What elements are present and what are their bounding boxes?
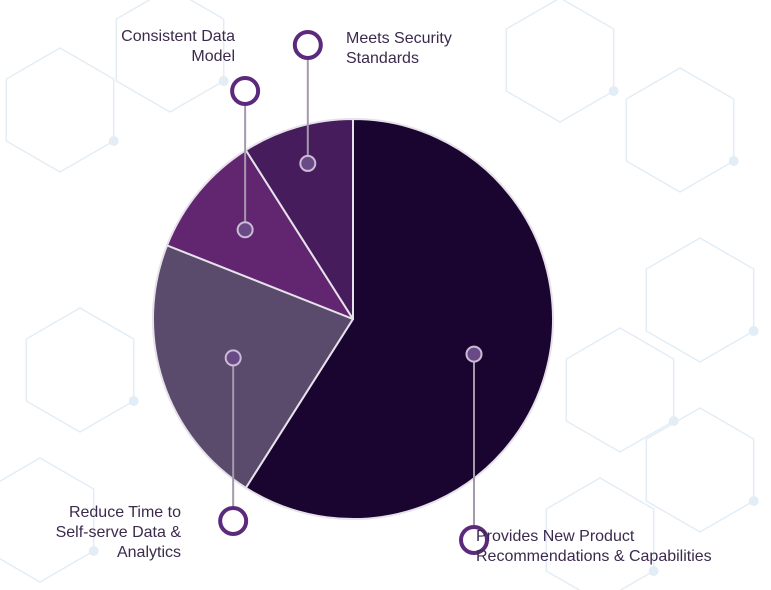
label-meets-security: Meets Security Standards xyxy=(346,30,452,67)
background-hexagon xyxy=(545,477,655,590)
background-hexagon xyxy=(505,0,615,123)
background-node xyxy=(728,156,739,166)
callout-dot-consistent-data-model xyxy=(236,221,254,239)
background-node xyxy=(648,566,659,576)
background-hexagon xyxy=(5,47,115,173)
label-provides-new-product: Provides New Product Recommendations & C… xyxy=(476,528,712,565)
background-node xyxy=(218,76,229,86)
background-node xyxy=(608,86,619,96)
background-hexagon xyxy=(115,0,225,113)
background-node xyxy=(128,396,139,406)
callout-ring-reduce-time xyxy=(218,506,249,536)
background-hexagon xyxy=(645,407,755,533)
background-hexagon xyxy=(0,457,95,583)
callout-ring-consistent-data-model xyxy=(230,76,261,106)
background-node xyxy=(108,136,119,146)
background-hexagon xyxy=(25,307,135,433)
background-hexagon xyxy=(625,67,735,193)
background-hexagon xyxy=(565,327,675,453)
background-node xyxy=(668,416,679,426)
pie-slice-reduce-time xyxy=(152,244,354,489)
callout-dot-reduce-time xyxy=(224,349,242,367)
background-node xyxy=(748,326,759,336)
background-node xyxy=(748,496,759,506)
label-consistent-data-model: Consistent Data Model xyxy=(121,28,235,65)
callout-ring-meets-security xyxy=(292,30,323,60)
callout-dot-meets-security xyxy=(299,154,317,172)
pie-slice-meets-security xyxy=(244,118,354,320)
callout-ring-provides-new-product xyxy=(458,525,489,555)
callout-dot-provides-new-product xyxy=(465,345,483,363)
pie-slice-provides-new-product xyxy=(244,118,554,520)
background-hexagon xyxy=(645,237,755,363)
pie-slice-consistent-data-model xyxy=(166,149,354,320)
label-reduce-time: Reduce Time to Self-serve Data & Analyti… xyxy=(55,504,181,561)
background-node xyxy=(88,546,99,556)
